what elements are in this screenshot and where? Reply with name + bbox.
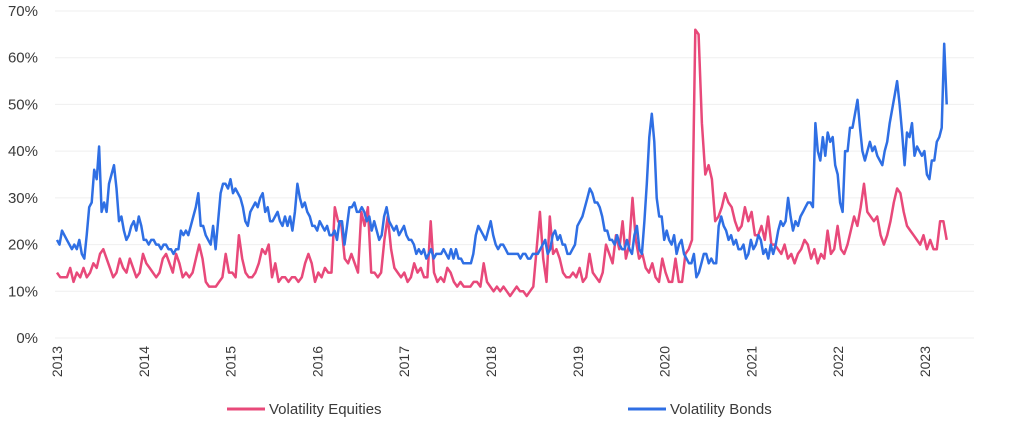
x-tick-label: 2019 [570,346,586,377]
x-tick-label: 2018 [483,346,499,377]
legend-label-bonds: Volatility Bonds [670,401,772,418]
x-tick-label: 2016 [309,346,325,377]
x-tick-label: 2014 [136,346,152,377]
x-tick-label: 2021 [743,346,759,377]
y-axis-ticks: 0% 10% 20% 30% 40% 50% 60% 70% [8,3,38,347]
x-tick-label: 2015 [223,346,239,377]
y-tick-label: 30% [8,190,38,207]
y-tick-label: 40% [8,143,38,160]
series-line-equities [55,28,948,298]
y-tick-label: 60% [8,50,38,67]
y-tick-label: 70% [8,3,38,20]
grid-lines [55,10,974,339]
y-tick-label: 0% [16,330,38,347]
x-axis-ticks: 2013 2014 2015 2016 2017 2018 2019 2020 2021 2022… [49,346,933,377]
y-tick-label: 20% [8,237,38,254]
series-line-bonds [55,42,948,279]
x-tick-label: 2022 [830,346,846,377]
x-tick-label: 2013 [49,346,65,377]
x-tick-label: 2017 [396,346,412,377]
legend-label-equities: Volatility Equities [269,401,382,418]
y-tick-label: 50% [8,96,38,113]
x-tick-label: 2020 [657,346,673,377]
y-tick-label: 10% [8,283,38,300]
legend: Volatility Equities Volatility Bonds [227,401,772,418]
x-tick-label: 2023 [917,346,933,377]
series-lines [55,28,948,298]
